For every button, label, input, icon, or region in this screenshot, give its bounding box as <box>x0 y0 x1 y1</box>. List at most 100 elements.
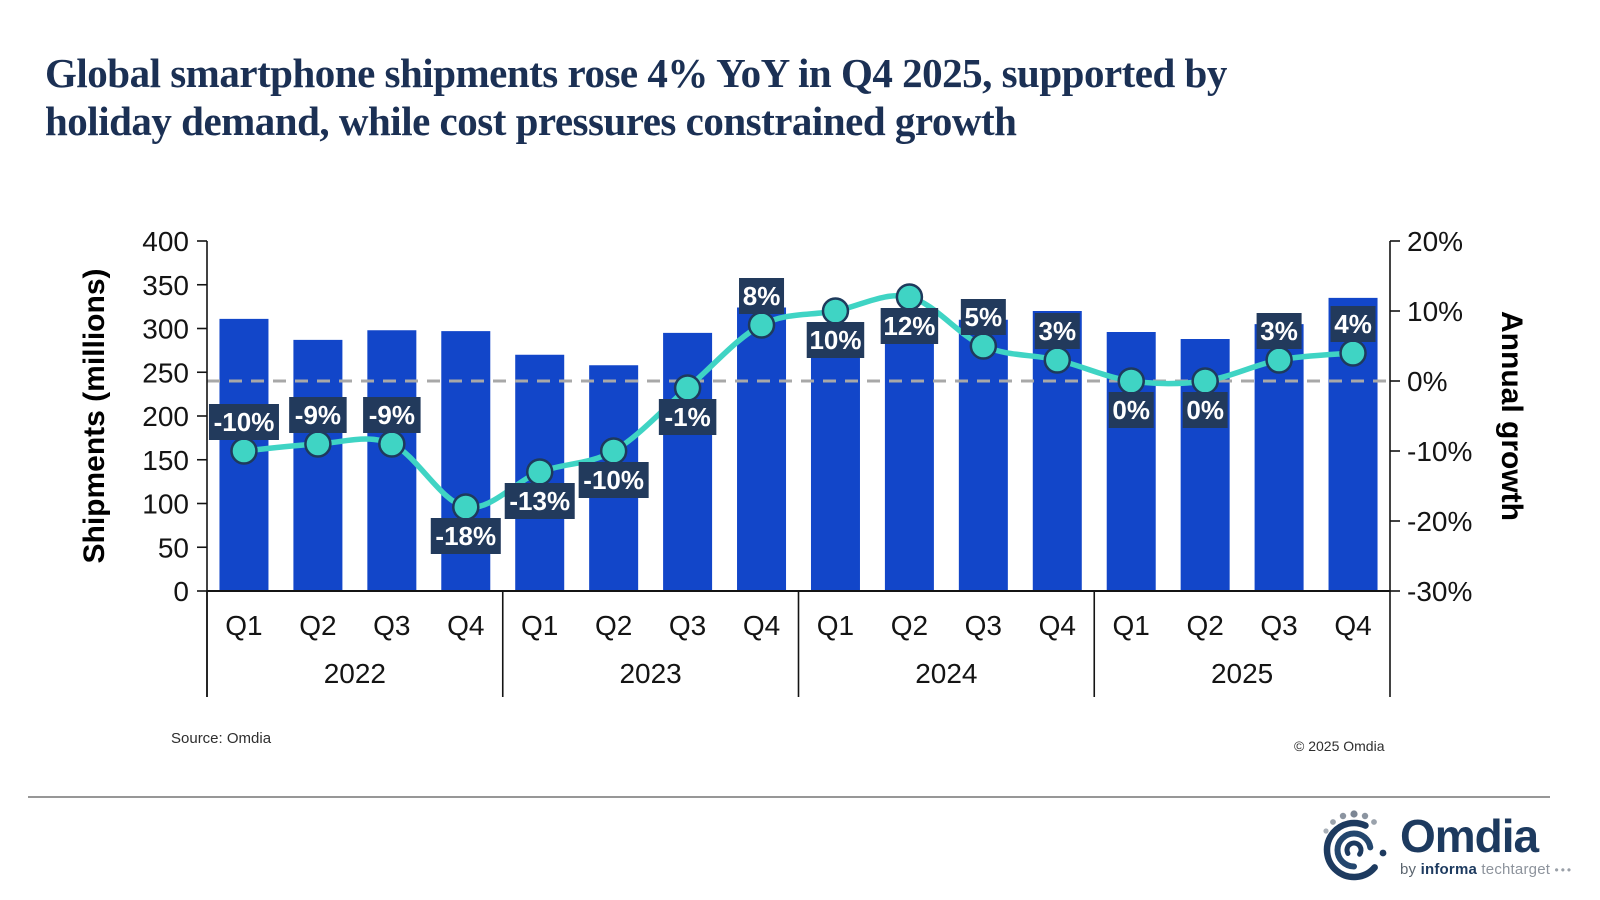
growth-line-marker <box>1191 367 1219 395</box>
quarter-label: Q1 <box>521 610 558 641</box>
year-label: 2022 <box>324 658 386 689</box>
growth-label-value: 3% <box>1260 316 1298 346</box>
year-label: 2024 <box>915 658 977 689</box>
growth-label-value: 3% <box>1038 316 1076 346</box>
growth-label-value: 12% <box>883 311 935 341</box>
bar <box>737 307 787 591</box>
title-line-2: holiday demand, while cost pressures con… <box>45 97 1017 144</box>
growth-line-marker <box>673 374 702 402</box>
source-note: Source: Omdia <box>171 730 272 747</box>
quarter-label: Q2 <box>1186 610 1223 641</box>
logo-text: Omdia by informa techtarget ••• <box>1400 813 1573 878</box>
logo-dot-arc <box>1323 810 1387 857</box>
growth-label-box <box>1330 306 1376 342</box>
left-axis-tick-label: 50 <box>158 532 189 563</box>
omdia-logo-icon <box>1323 810 1387 881</box>
growth-label-value: 5% <box>965 302 1003 332</box>
logo-byline: by informa techtarget ••• <box>1400 861 1573 878</box>
growth-line-marker <box>1339 339 1367 367</box>
growth-label-box <box>578 462 649 498</box>
growth-line-marker <box>1117 367 1145 395</box>
right-axis-tick-label: -20% <box>1407 506 1472 537</box>
growth-label-value: 10% <box>809 325 861 355</box>
quarter-label: Q1 <box>1113 610 1150 641</box>
right-axis-tick-label: -10% <box>1407 436 1472 467</box>
left-axis-tick-label: 250 <box>142 357 189 388</box>
right-axis-title: Annual growth <box>1495 311 1528 521</box>
growth-line-marker <box>1043 346 1072 374</box>
growth-line-marker <box>821 297 850 325</box>
right-axis-tick-label: 10% <box>1407 296 1463 327</box>
bar <box>958 319 1008 591</box>
growth-label-value: 4% <box>1334 309 1372 339</box>
quarter-label: Q3 <box>1260 610 1297 641</box>
growth-label-value: -18% <box>435 521 496 551</box>
byline-dots: ••• <box>1554 862 1574 877</box>
growth-line-marker <box>895 283 924 311</box>
year-label: 2025 <box>1211 658 1273 689</box>
growth-label-box <box>430 518 501 554</box>
title-line-1: Global smartphone shipments rose 4% YoY … <box>45 50 1227 96</box>
growth-label-box <box>363 397 421 433</box>
growth-label-value: 0% <box>1186 395 1224 425</box>
bar <box>810 331 860 591</box>
growth-label-value: -9% <box>295 400 341 430</box>
copyright-note: © 2025 Omdia <box>1294 738 1385 754</box>
quarter-label: Q3 <box>373 610 410 641</box>
growth-line-marker <box>747 311 776 339</box>
growth-label-box <box>1034 313 1080 349</box>
left-axis-tick-label: 150 <box>142 445 189 476</box>
left-axis-tick-label: 100 <box>142 489 189 520</box>
growth-label-value: -13% <box>509 486 570 516</box>
growth-label-value: -1% <box>664 402 710 432</box>
footer-divider <box>28 796 1550 798</box>
quarter-label: Q2 <box>595 610 632 641</box>
growth-label-value: -9% <box>369 400 415 430</box>
left-axis-tick-label: 400 <box>142 226 189 257</box>
growth-label-box <box>658 399 717 435</box>
growth-label-box <box>504 483 575 519</box>
quarter-label: Q2 <box>891 610 928 641</box>
growth-label-box <box>208 404 279 440</box>
quarter-label: Q4 <box>743 610 780 641</box>
left-axis-tick-label: 200 <box>142 401 189 432</box>
growth-label-box <box>960 299 1006 335</box>
chart-title: Global smartphone shipments rose 4% YoY … <box>45 50 1545 146</box>
bar <box>367 330 417 591</box>
growth-label-box <box>739 278 785 314</box>
growth-label-box <box>1256 313 1302 349</box>
right-axis-tick-label: 0% <box>1407 366 1447 397</box>
growth-line <box>241 293 1356 511</box>
growth-label-value: -10% <box>583 465 644 495</box>
quarter-label: Q4 <box>1039 610 1076 641</box>
quarter-label: Q4 <box>447 610 484 641</box>
left-axis-title: Shipments (millions) <box>78 268 111 563</box>
right-axis-tick-label: 20% <box>1407 226 1463 257</box>
year-label: 2023 <box>619 658 681 689</box>
growth-line-marker <box>378 430 406 458</box>
growth-label-value: 8% <box>743 281 781 311</box>
byline-informa: informa <box>1420 860 1478 878</box>
bar <box>293 339 343 591</box>
growth-line-marker <box>230 437 258 465</box>
quarter-label: Q1 <box>817 610 854 641</box>
growth-label-box <box>1108 392 1154 428</box>
growth-label-box <box>289 397 347 433</box>
left-axis-tick-label: 300 <box>142 314 189 345</box>
quarter-label: Q4 <box>1334 610 1371 641</box>
byline-by: by <box>1400 860 1417 878</box>
shipments-growth-combo-chart: Shipments (millions) Annual growth 400 35… <box>78 226 1528 697</box>
quarter-label: Q2 <box>299 610 336 641</box>
growth-label-box <box>880 308 939 344</box>
growth-label-box <box>1182 392 1228 428</box>
byline-techtarget: techtarget <box>1481 860 1551 878</box>
growth-line-marker <box>599 437 628 465</box>
growth-line-marker <box>969 332 998 360</box>
growth-label-value: -10% <box>214 407 275 437</box>
bar <box>884 338 934 591</box>
quarter-label: Q3 <box>965 610 1002 641</box>
logo-wordmark: Omdia <box>1400 809 1539 862</box>
quarter-label: Q1 <box>225 610 262 641</box>
growth-line-marker <box>304 430 332 458</box>
growth-line-marker <box>525 458 554 486</box>
